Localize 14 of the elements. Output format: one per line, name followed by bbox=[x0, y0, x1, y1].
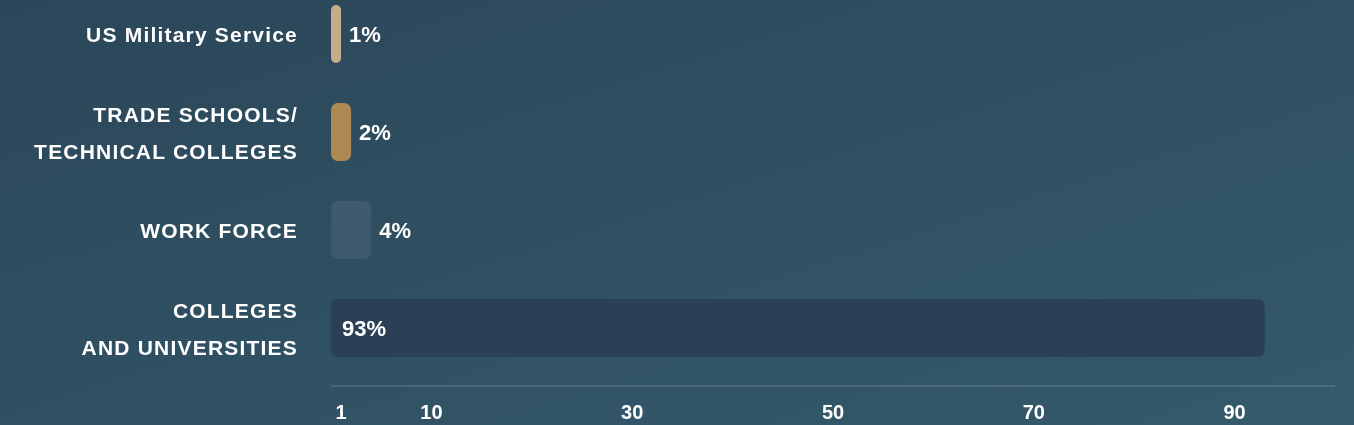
data-label: 93% bbox=[342, 315, 387, 341]
y-tick-label: COLLEGES AND UNIVERSITIES bbox=[81, 298, 298, 358]
data-label: 4% bbox=[379, 217, 411, 243]
x-tick-label: 1 bbox=[335, 401, 347, 423]
x-tick-label: 90 bbox=[1223, 401, 1246, 423]
y-tick-label: US Military Service bbox=[86, 22, 298, 46]
data-label: 2% bbox=[359, 119, 391, 145]
x-tick-label: 50 bbox=[821, 401, 845, 423]
y-tick-label: WORK FORCE bbox=[140, 218, 298, 242]
y-tick-label: TRADE SCHOOLS/ TECHNICAL COLLEGES bbox=[34, 102, 298, 162]
x-tick-label: 10 bbox=[420, 401, 443, 423]
data-label: 1% bbox=[349, 21, 381, 47]
x-tick-label: 30 bbox=[621, 401, 644, 423]
x-tick-label: 70 bbox=[1022, 401, 1045, 423]
